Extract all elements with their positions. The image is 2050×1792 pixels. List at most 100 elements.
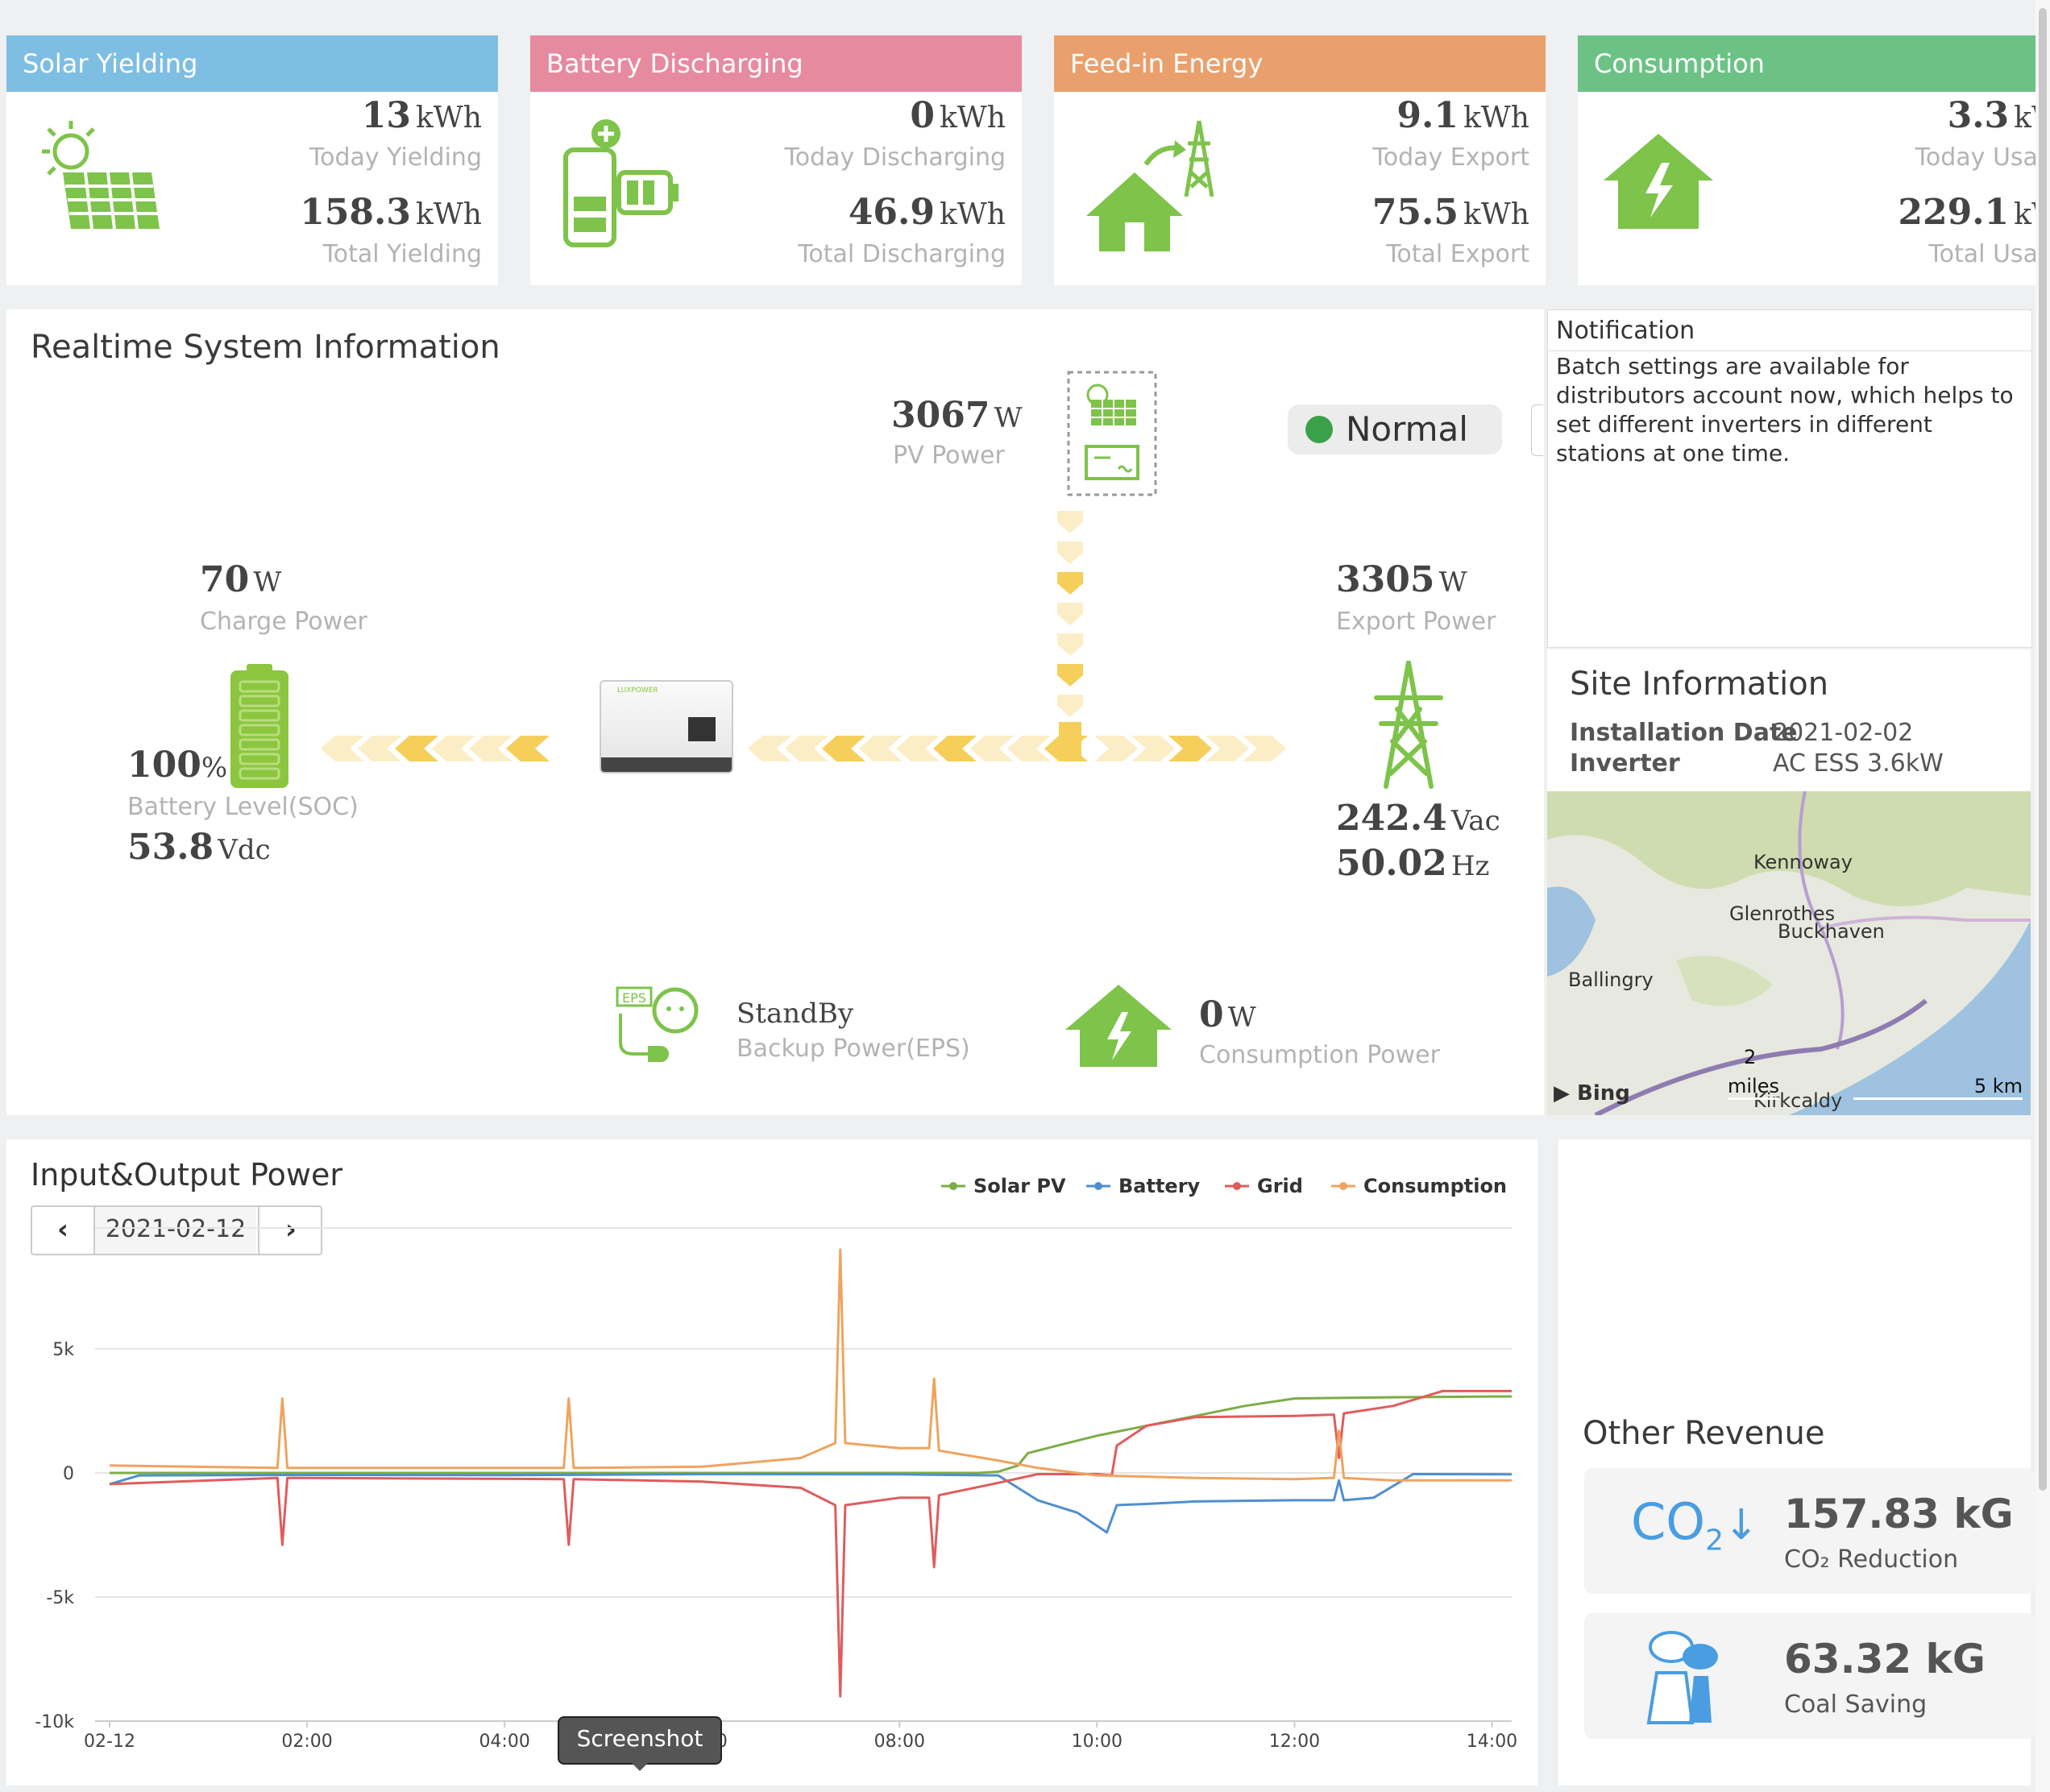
inverter-screen (688, 717, 716, 741)
today-label: Today Usag (1915, 143, 2037, 172)
status-dot-icon (1305, 416, 1333, 443)
power-chart: 5k0-5k-10k02-1202:0004:0006:0008:0010:00… (35, 1175, 1517, 1752)
card-title: Battery Discharging (530, 35, 1022, 92)
battery-icon (554, 116, 691, 253)
pv-power-value: 3067 W (891, 395, 1023, 436)
soc-value: 100% (127, 745, 228, 786)
eps-plug-icon: EPS (616, 986, 699, 1062)
map-terrain (1547, 791, 2031, 1115)
house-grid-icon (1078, 116, 1215, 253)
total-label: Total Export (1386, 240, 1529, 268)
today-label: Today Yielding (309, 143, 482, 172)
status-edge (1531, 404, 1543, 456)
total-value: 229.1kW (1898, 192, 2037, 233)
house-bolt-icon (1602, 116, 1739, 253)
today-value: 13 kWh (361, 95, 482, 136)
today-value: 0 kWh (910, 95, 1006, 136)
inverter-device-icon: LUXPOWER (600, 680, 733, 774)
export-power-value: 3305 W (1336, 559, 1467, 600)
install-date-label: Installation Date (1570, 719, 1798, 747)
map-scale-km: 5 km (1853, 1075, 2023, 1100)
site-information-panel: Site Information Installation Date 2021-… (1547, 649, 2031, 1115)
status-badge: Normal (1288, 404, 1502, 454)
other-revenue-panel: Other Revenue CO2↓ 157.83 kG CO₂ Reducti… (1558, 1139, 2035, 1786)
card-title: Feed-in Energy (1054, 35, 1546, 92)
notification-header: Notification (1548, 310, 2031, 351)
eps-tag: EPS (622, 990, 646, 1006)
map-label-4: Kirkcaldy (1753, 1089, 1843, 1112)
x-tick-label: 14:00 (1467, 1732, 1517, 1752)
legend-label-3: Consumption (1363, 1175, 1507, 1197)
card-title: Consumption (1578, 35, 2037, 92)
tooltip-pointer (630, 1761, 649, 1771)
bing-logo-icon: ▶ Bing (1554, 1081, 1630, 1105)
stat-card-solar-yielding: Solar Yielding 13 kWh Today Yielding 158.… (6, 35, 498, 285)
x-tick-label: 02-12 (84, 1732, 135, 1752)
status-text: Normal (1346, 409, 1468, 449)
total-label: Total Usag (1928, 240, 2037, 268)
coal-value: 63.32 kG (1784, 1636, 1986, 1682)
realtime-panel: Realtime System Information Normal 3067 … (6, 309, 1544, 1115)
screenshot-tooltip[interactable]: Screenshot (558, 1716, 722, 1765)
x-tick-label: 12:00 (1269, 1732, 1320, 1752)
legend-marker-0 (949, 1182, 957, 1190)
consumption-power-value: 0 W (1199, 994, 1256, 1035)
total-label: Total Yielding (322, 240, 482, 268)
co2-value: 157.83 kG (1784, 1491, 2014, 1537)
legend-label-2: Grid (1257, 1175, 1303, 1197)
site-map[interactable]: Kennoway Glenrothes Buckhaven Ballingry … (1547, 791, 2031, 1115)
map-label-0: Kennoway (1753, 851, 1853, 873)
page-scrollbar-thumb[interactable] (2039, 8, 2047, 1491)
grid-voltage-value: 242.4 Vac (1336, 798, 1500, 839)
install-date-value: 2021-02-02 (1773, 719, 1914, 747)
legend-label-1: Battery (1118, 1175, 1201, 1197)
battery-voltage-value: 53.8 Vdc (127, 827, 271, 868)
total-value: 75.5 kWh (1372, 192, 1529, 233)
soc-label: Battery Level(SOC) (127, 793, 359, 821)
inverter-value: AC ESS 3.6kW (1773, 749, 1944, 778)
map-label-1: Glenrothes (1729, 902, 1836, 925)
site-title: Site Information (1570, 666, 1829, 703)
coal-card: 63.32 kG Coal Saving (1584, 1613, 2035, 1739)
solar-panel-icon (31, 116, 168, 253)
grid-tower-icon (1374, 661, 1443, 789)
panel-title: Realtime System Information (31, 329, 500, 366)
stat-card-feed-in-energy: Feed-in Energy 9.1 kWh Today Export 75.5 k… (1054, 35, 1546, 285)
legend-label-0: Solar PV (973, 1175, 1066, 1197)
inverter-label: Inverter (1570, 749, 1680, 778)
co2-card: CO2↓ 157.83 kG CO₂ Reduction (1584, 1468, 2035, 1594)
today-value: 9.1 kWh (1396, 95, 1529, 136)
factory-smoke-icon (1646, 1631, 1718, 1724)
series-line-grid (109, 1389, 1512, 1698)
series-line-solar-pv (110, 1395, 1512, 1475)
y-tick-label: 0 (63, 1464, 74, 1484)
chart-panel-title: Input&Output Power (31, 1157, 342, 1193)
charge-power-label: Charge Power (200, 608, 367, 636)
map-label-3: Ballingry (1568, 969, 1654, 991)
y-tick-label: 5k (52, 1340, 74, 1360)
consumption-power-label: Consumption Power (1199, 1041, 1440, 1069)
total-value: 158.3 kWh (300, 192, 482, 233)
map-label-2: Buckhaven (1778, 920, 1885, 943)
energy-flow-arrows (321, 511, 1286, 761)
inverter-base (601, 757, 732, 772)
prev-date-button[interactable]: ‹ (32, 1207, 95, 1254)
eps-label: Backup Power(EPS) (737, 1035, 970, 1063)
card-title: Solar Yielding (6, 35, 498, 92)
consumption-house-icon (1065, 985, 1172, 1067)
revenue-title: Other Revenue (1583, 1415, 1825, 1452)
battery-icon (230, 664, 288, 788)
next-date-button[interactable]: › (258, 1207, 322, 1254)
date-input[interactable]: 2021-02-12 (95, 1207, 256, 1254)
inverter-brand: LUXPOWER (617, 687, 658, 695)
notification-panel: Notification Batch settings are availabl… (1547, 309, 2032, 648)
stat-card-battery-discharging: Battery Discharging 0 kWh Today Dischargi… (530, 35, 1022, 285)
stat-card-consumption: Consumption 3.3kW Today Usag 229.1kW Tot… (1578, 35, 2037, 285)
co2-icon: CO2↓ (1631, 1492, 1759, 1558)
date-picker: ‹ 2021-02-12 › (31, 1205, 322, 1255)
charge-power-value: 70 W (200, 559, 282, 600)
eps-status: StandBy (737, 998, 854, 1030)
input-output-power-panel: Input&Output Power ‹ 2021-02-12 › 5k 0 -5k… (6, 1139, 1538, 1786)
today-value: 3.3kW (1947, 95, 2037, 136)
notification-text[interactable]: Batch settings are available for distrib… (1556, 353, 2014, 467)
